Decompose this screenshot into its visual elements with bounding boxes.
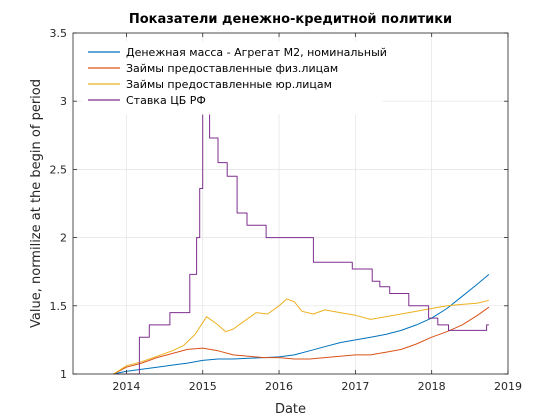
y-axis-label: Value, normilize at the begin of period (29, 79, 44, 328)
x-tick-label: 2018 (418, 380, 446, 393)
legend-entry-2: Займы предоставленные физ.лицам (126, 62, 338, 75)
x-tick-label: 2017 (341, 380, 369, 393)
series-line-3 (113, 298, 490, 375)
x-tick-label: 2014 (112, 380, 140, 393)
y-tick-label: 1.5 (50, 300, 68, 313)
legend: Денежная масса - Агрегат М2, номинальный… (81, 41, 387, 115)
y-tick-label: 2.5 (50, 163, 68, 176)
legend-entry-3: Займы предоставленные юр.лицам (126, 78, 332, 91)
legend-box (81, 41, 383, 115)
axes-box (72, 32, 509, 375)
chart-title: Показатели денежно-кредитной политики (129, 12, 452, 27)
x-tick-label: 2015 (189, 380, 217, 393)
x-axis-label: Date (275, 402, 306, 417)
series-line-1 (113, 274, 490, 375)
axes (72, 32, 509, 375)
y-tick-label: 2 (60, 232, 67, 245)
series-line-4 (113, 88, 489, 375)
y-tick-label: 3 (60, 95, 67, 108)
series-layer (113, 88, 490, 375)
y-tick-label: 1 (60, 368, 67, 381)
x-tick-label: 2016 (265, 380, 293, 393)
legend-entry-1: Денежная масса - Агрегат М2, номинальный (126, 46, 387, 59)
tick-labels: 2014 2015 2016 2017 2018 2019 1 1.5 2 2.5 3 3.5 (50, 27, 523, 393)
series-line-2 (113, 306, 490, 375)
legend-entry-4: Ставка ЦБ РФ (126, 94, 206, 107)
x-tick-label: 2019 (494, 380, 522, 393)
y-tick-label: 3.5 (50, 27, 68, 40)
